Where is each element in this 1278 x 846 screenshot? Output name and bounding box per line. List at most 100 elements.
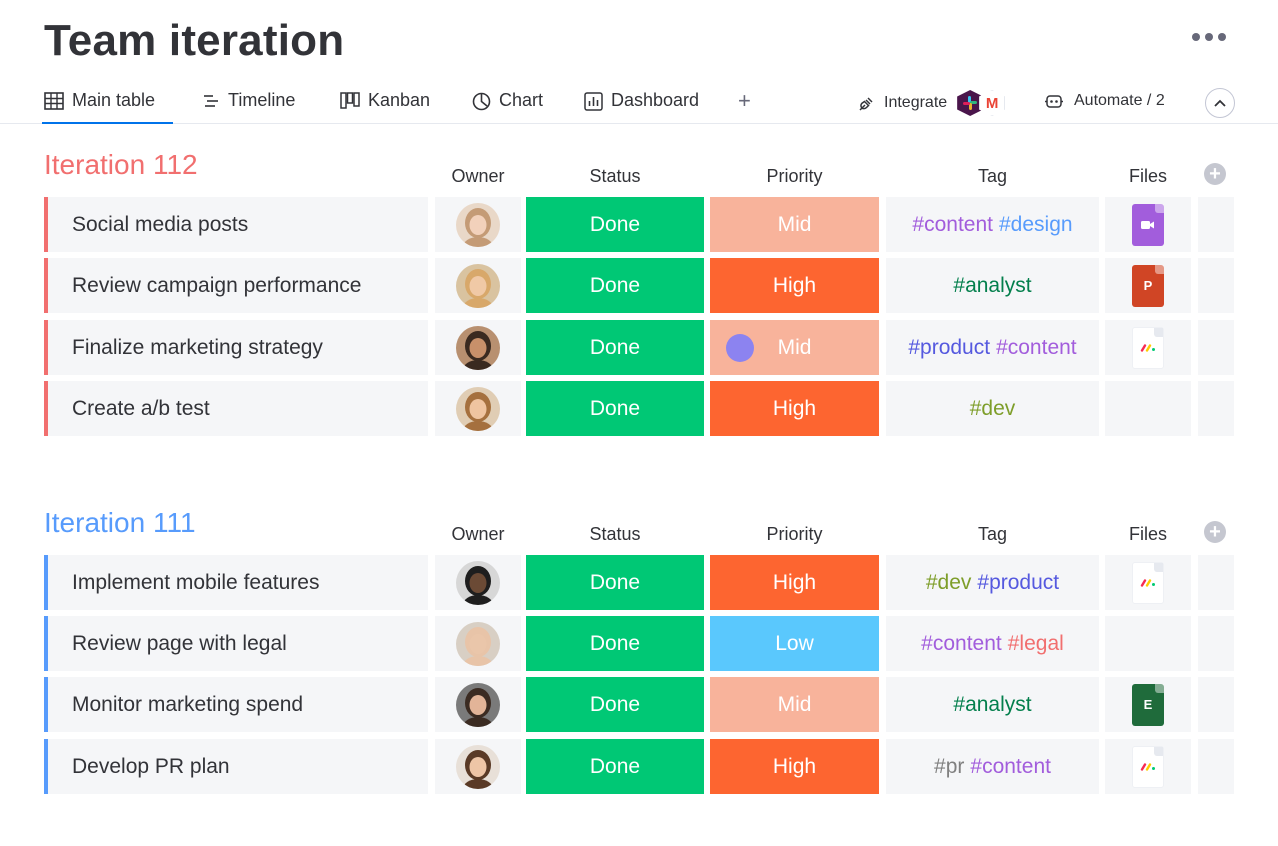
tag-cell[interactable]: #pr #content bbox=[886, 739, 1099, 794]
priority-label: High bbox=[772, 273, 817, 297]
files-cell[interactable] bbox=[1105, 616, 1191, 671]
owner-cell[interactable] bbox=[435, 555, 521, 610]
status-cell[interactable]: Done bbox=[526, 381, 704, 436]
video-file-icon[interactable] bbox=[1132, 203, 1164, 246]
owner-cell[interactable] bbox=[435, 320, 521, 375]
column-header-tag[interactable]: Tag bbox=[977, 524, 1008, 544]
files-cell[interactable] bbox=[1105, 555, 1191, 610]
column-header-owner[interactable]: Owner bbox=[451, 524, 505, 544]
avatar[interactable] bbox=[456, 263, 500, 308]
tag-label[interactable]: #pr bbox=[934, 754, 965, 778]
column-header-files[interactable]: Files bbox=[1128, 166, 1167, 186]
powerpoint-file-icon[interactable]: P bbox=[1132, 264, 1164, 307]
tag-label[interactable]: #analyst bbox=[953, 692, 1032, 716]
priority-cell[interactable]: High bbox=[710, 739, 879, 794]
tag-label[interactable]: #product bbox=[908, 335, 991, 359]
files-cell[interactable]: P bbox=[1105, 258, 1191, 313]
priority-cell[interactable]: High bbox=[710, 381, 879, 436]
column-header-status[interactable]: Status bbox=[589, 166, 641, 186]
owner-cell[interactable] bbox=[435, 381, 521, 436]
item-name[interactable]: Create a/b test bbox=[44, 381, 428, 436]
status-cell[interactable]: Done bbox=[526, 320, 704, 375]
avatar[interactable] bbox=[456, 560, 500, 605]
item-name[interactable]: Social media posts bbox=[44, 197, 428, 252]
priority-cell[interactable]: Mid bbox=[710, 320, 879, 375]
tag-label[interactable]: #content bbox=[921, 631, 1002, 655]
tab-kanban[interactable]: Kanban bbox=[340, 90, 430, 124]
owner-cell[interactable] bbox=[435, 197, 521, 252]
item-name[interactable]: Finalize marketing strategy bbox=[44, 320, 428, 375]
tag-cell[interactable]: #product #content bbox=[886, 320, 1099, 375]
tab-chart[interactable]: Chart bbox=[472, 90, 543, 124]
avatar[interactable] bbox=[456, 386, 500, 431]
status-cell[interactable]: Done bbox=[526, 258, 704, 313]
monday-file-icon[interactable] bbox=[1132, 326, 1164, 369]
status-cell[interactable]: Done bbox=[526, 555, 704, 610]
item-name[interactable]: Develop PR plan bbox=[44, 739, 428, 794]
tab-main-table[interactable]: Main table bbox=[41, 90, 174, 124]
owner-cell[interactable] bbox=[435, 739, 521, 794]
add-column-button[interactable]: + bbox=[1204, 521, 1226, 543]
files-cell[interactable] bbox=[1105, 320, 1191, 375]
owner-cell[interactable] bbox=[435, 616, 521, 671]
column-header-owner[interactable]: Owner bbox=[451, 166, 505, 186]
integrate-button[interactable]: Integrate M bbox=[858, 90, 1006, 116]
avatar[interactable] bbox=[456, 682, 500, 727]
owner-cell[interactable] bbox=[435, 677, 521, 732]
tag-cell[interactable]: #analyst bbox=[886, 677, 1099, 732]
tag-label[interactable]: #dev bbox=[925, 570, 972, 594]
column-header-status[interactable]: Status bbox=[589, 524, 641, 544]
group-title[interactable]: Iteration 112 bbox=[44, 149, 198, 180]
column-header-priority[interactable]: Priority bbox=[766, 166, 823, 186]
priority-cell[interactable]: Mid bbox=[710, 197, 879, 252]
group-title[interactable]: Iteration 111 bbox=[44, 507, 196, 538]
column-header-priority[interactable]: Priority bbox=[766, 524, 823, 544]
priority-cell[interactable]: High bbox=[710, 258, 879, 313]
tag-label[interactable]: #content bbox=[996, 335, 1077, 359]
monday-file-icon[interactable] bbox=[1132, 745, 1164, 788]
files-cell[interactable] bbox=[1105, 381, 1191, 436]
add-column-button[interactable]: + bbox=[1204, 163, 1226, 185]
tag-cell[interactable]: #analyst bbox=[886, 258, 1099, 313]
tag-label[interactable]: #design bbox=[999, 212, 1073, 236]
more-options-button[interactable] bbox=[1192, 28, 1232, 46]
tag-label[interactable]: #analyst bbox=[953, 273, 1032, 297]
priority-cell[interactable]: Low bbox=[710, 616, 879, 671]
status-cell[interactable]: Done bbox=[526, 677, 704, 732]
tag-label[interactable]: #legal bbox=[1007, 631, 1064, 655]
item-name[interactable]: Review campaign performance bbox=[44, 258, 428, 313]
avatar[interactable] bbox=[456, 202, 500, 247]
collapse-header-button[interactable] bbox=[1205, 88, 1235, 118]
tag-cell[interactable]: #content #legal bbox=[886, 616, 1099, 671]
tag-label[interactable]: #content bbox=[912, 212, 993, 236]
item-name[interactable]: Implement mobile features bbox=[44, 555, 428, 610]
column-header-tag[interactable]: Tag bbox=[977, 166, 1008, 186]
status-cell[interactable]: Done bbox=[526, 616, 704, 671]
column-header-files[interactable]: Files bbox=[1128, 524, 1167, 544]
tag-cell[interactable]: #dev #product bbox=[886, 555, 1099, 610]
files-cell[interactable]: E bbox=[1105, 677, 1191, 732]
monday-file-icon[interactable] bbox=[1132, 561, 1164, 604]
avatar[interactable] bbox=[456, 621, 500, 666]
avatar[interactable] bbox=[456, 744, 500, 789]
priority-cell[interactable]: High bbox=[710, 555, 879, 610]
files-cell[interactable] bbox=[1105, 197, 1191, 252]
files-cell[interactable] bbox=[1105, 739, 1191, 794]
status-cell[interactable]: Done bbox=[526, 197, 704, 252]
tag-cell[interactable]: #dev bbox=[886, 381, 1099, 436]
tab-dashboard[interactable]: Dashboard bbox=[584, 90, 699, 124]
owner-cell[interactable] bbox=[435, 258, 521, 313]
item-name[interactable]: Monitor marketing spend bbox=[44, 677, 428, 732]
tag-label[interactable]: #dev bbox=[969, 396, 1016, 420]
tag-label[interactable]: #content bbox=[970, 754, 1051, 778]
add-view-button[interactable]: + bbox=[738, 88, 751, 113]
status-cell[interactable]: Done bbox=[526, 739, 704, 794]
automate-button[interactable]: Automate / 2 bbox=[1044, 92, 1165, 110]
avatar[interactable] bbox=[456, 325, 500, 370]
tag-label[interactable]: #product bbox=[977, 570, 1060, 594]
tab-timeline[interactable]: Timeline bbox=[202, 90, 295, 124]
priority-cell[interactable]: Mid bbox=[710, 677, 879, 732]
excel-file-icon[interactable]: E bbox=[1132, 683, 1164, 726]
item-name[interactable]: Review page with legal bbox=[44, 616, 428, 671]
tag-cell[interactable]: #content #design bbox=[886, 197, 1099, 252]
